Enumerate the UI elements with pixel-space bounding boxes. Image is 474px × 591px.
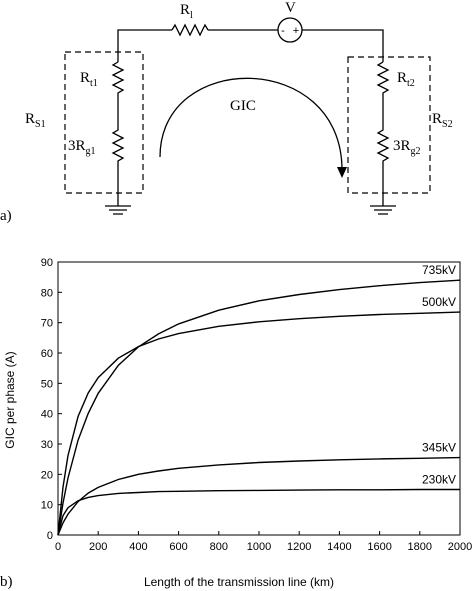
label-main: GIC	[230, 98, 256, 114]
series-line	[57, 456, 461, 536]
x-tick-label: 0	[55, 541, 61, 553]
circuit-label: Rl	[180, 2, 193, 21]
voltage-source	[277, 17, 303, 43]
label-main: R	[180, 2, 190, 18]
series-line	[57, 311, 461, 536]
source-sign: +	[293, 25, 299, 37]
label-main: R	[432, 111, 442, 127]
label-sub: g1	[86, 146, 96, 157]
label-main: 3R	[393, 138, 411, 154]
x-tick-label: 1400	[327, 541, 351, 553]
y-axis-label: GIC per phase (A)	[3, 351, 17, 448]
arrow-head	[337, 167, 347, 178]
y-tick-label: 80	[41, 287, 53, 299]
circuit-label: Rt2	[397, 70, 415, 89]
y-tick-label: 20	[41, 469, 53, 481]
label-sub: t1	[90, 78, 98, 89]
y-tick-label: 0	[47, 530, 53, 542]
y-tick-label: 50	[41, 378, 53, 390]
resistor	[171, 23, 209, 37]
circuit-label: RS2	[432, 111, 453, 130]
panel-label: b)	[0, 574, 13, 590]
dashed-box	[347, 56, 431, 194]
circuit-label: 3Rg1	[68, 138, 96, 157]
label-main: R	[397, 70, 407, 86]
x-tick-label: 600	[169, 541, 187, 553]
label-sub: g2	[411, 146, 421, 157]
label-sub: S1	[35, 119, 46, 130]
label-main: 3R	[68, 138, 86, 154]
label-main: V	[285, 0, 296, 16]
x-axis-label: Length of the transmission line (km)	[144, 575, 334, 589]
y-tick-label: 30	[41, 439, 53, 451]
y-tick-label: 60	[41, 348, 53, 360]
y-tick-label: 90	[41, 257, 53, 269]
x-tick-label: 1600	[367, 541, 391, 553]
dashed-box	[64, 51, 144, 194]
wire	[117, 29, 384, 62]
y-tick-label: 10	[41, 500, 53, 512]
series-label: 345kV	[422, 441, 456, 455]
y-tick-label: 70	[41, 318, 53, 330]
series-label: 735kV	[422, 263, 456, 277]
left-branch	[111, 61, 125, 206]
circuit-label: V	[285, 0, 296, 16]
label-main: R	[25, 111, 35, 127]
right-branch	[376, 61, 390, 206]
series-line	[57, 488, 460, 536]
x-tick-label: 1800	[408, 541, 432, 553]
panel-label: a)	[0, 208, 12, 224]
x-tick-label: 1000	[247, 541, 271, 553]
x-tick-label: 400	[129, 541, 147, 553]
x-tick-label: 200	[89, 541, 107, 553]
ground	[105, 205, 396, 215]
circuit	[64, 17, 431, 215]
circuit-label: RS1	[25, 111, 46, 130]
y-tick-label: 40	[41, 409, 53, 421]
series-line	[57, 279, 461, 536]
circuit-label: 3Rg2	[393, 138, 421, 157]
x-tick-label: 2000	[448, 541, 472, 553]
series-label: 500kV	[422, 295, 456, 309]
x-tick-label: 1200	[287, 541, 311, 553]
label-sub: l	[190, 10, 193, 21]
label-main: R	[80, 70, 90, 86]
gic-arrow	[159, 77, 343, 171]
circuit-label: Rt1	[80, 70, 98, 89]
label-sub: t2	[407, 78, 415, 89]
circuit-label: GIC	[230, 98, 256, 114]
label-sub: S2	[442, 119, 453, 130]
source-sign: -	[281, 25, 285, 37]
x-tick-label: 800	[210, 541, 228, 553]
series-label: 230kV	[422, 473, 456, 487]
